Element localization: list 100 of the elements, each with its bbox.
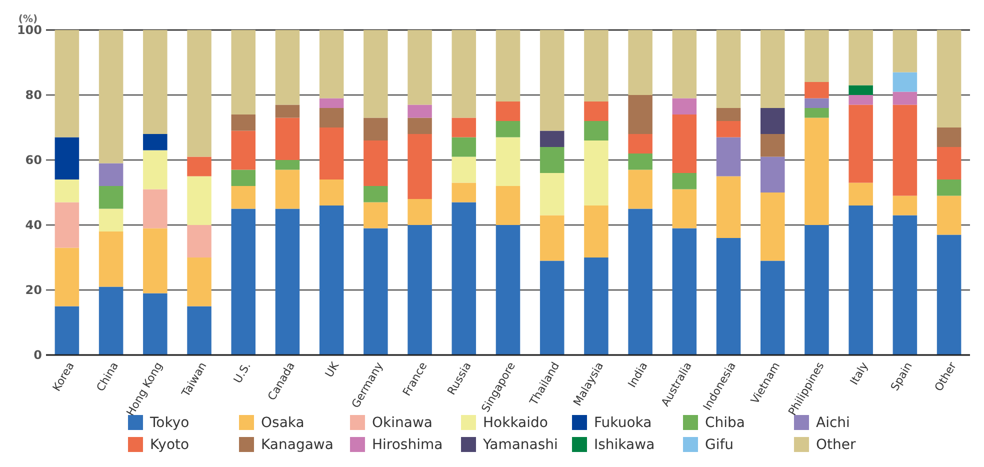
bar <box>54 202 80 248</box>
bar <box>540 260 564 355</box>
legend-label: Hokkaido <box>483 414 548 431</box>
bar <box>672 98 697 114</box>
bar <box>716 121 741 138</box>
bar <box>187 258 212 306</box>
bar <box>760 30 785 108</box>
bar <box>936 234 962 355</box>
bar <box>275 118 300 160</box>
bar <box>143 228 168 294</box>
bar <box>364 228 388 355</box>
bar <box>187 156 212 176</box>
bar <box>54 30 80 138</box>
bar <box>584 30 608 102</box>
legend-label: Osaka <box>261 414 304 431</box>
bar <box>848 30 873 86</box>
bar <box>672 114 697 173</box>
bar <box>143 134 168 150</box>
bar <box>760 134 785 157</box>
bar <box>760 156 785 192</box>
bar <box>584 140 608 206</box>
bar <box>98 208 124 232</box>
bar <box>98 286 124 355</box>
bar <box>143 30 168 134</box>
legend-label: Kyoto <box>150 436 190 453</box>
bar <box>364 202 388 228</box>
bar <box>584 102 608 121</box>
bar <box>364 118 388 140</box>
bar <box>540 147 564 173</box>
bar <box>187 306 212 355</box>
bar <box>672 173 697 190</box>
legend-label: Ishikawa <box>594 436 655 453</box>
bar <box>231 186 256 209</box>
bar <box>760 192 785 261</box>
bar <box>716 238 741 355</box>
bar <box>936 30 962 128</box>
bar <box>452 156 476 183</box>
bar <box>408 30 432 105</box>
legend-label: Gifu <box>705 436 734 453</box>
bar <box>716 176 741 238</box>
bar <box>760 260 785 355</box>
bar <box>628 154 652 170</box>
bar <box>716 30 741 108</box>
bar <box>54 137 80 180</box>
bar <box>540 30 564 131</box>
bar <box>584 206 608 258</box>
bar <box>540 173 564 216</box>
bar <box>408 134 432 199</box>
bar <box>452 118 476 138</box>
bar <box>892 30 918 72</box>
bar <box>848 104 873 183</box>
bar <box>319 30 344 98</box>
bar <box>408 104 432 118</box>
bar <box>936 180 962 196</box>
bar <box>364 30 388 118</box>
bar <box>540 215 564 261</box>
bar <box>892 196 918 216</box>
legend-label: Okinawa <box>372 414 432 431</box>
y-axis-title: (%) <box>18 14 38 25</box>
bar <box>848 95 873 105</box>
legend-label: Yamanashi <box>482 436 558 453</box>
bar <box>540 130 564 147</box>
y-tick-label: 40 <box>25 218 42 232</box>
x-tick-label: UK <box>322 359 342 380</box>
bar <box>672 189 697 228</box>
bar <box>275 170 300 209</box>
legend-label: Fukuoka <box>594 414 652 431</box>
bar <box>364 186 388 202</box>
bar <box>496 121 520 138</box>
bar <box>848 85 873 95</box>
bar <box>496 137 520 186</box>
bar <box>98 232 124 287</box>
legend-label: Aichi <box>816 414 850 431</box>
bar <box>187 225 212 258</box>
bar <box>231 130 256 170</box>
bar <box>408 225 432 355</box>
bar <box>584 258 608 355</box>
bar <box>804 108 829 118</box>
bar <box>760 108 785 134</box>
y-tick-label: 100 <box>16 23 42 38</box>
bar <box>672 30 697 98</box>
y-tick-label: 80 <box>25 88 42 102</box>
bar <box>143 293 168 355</box>
bar <box>275 30 300 105</box>
bar <box>319 206 344 355</box>
bar <box>496 102 520 121</box>
bar <box>54 306 80 355</box>
bar <box>54 248 80 306</box>
legend-label: Other <box>816 436 856 453</box>
bar <box>496 30 520 102</box>
bar <box>848 206 873 355</box>
bar <box>319 180 344 206</box>
y-tick-label: 60 <box>25 153 42 168</box>
x-tick-label: U.S. <box>231 360 254 386</box>
bar <box>187 30 212 157</box>
bar <box>804 82 829 98</box>
bar <box>98 186 124 209</box>
bar <box>628 134 652 154</box>
bar <box>275 104 300 118</box>
bar <box>716 137 741 176</box>
